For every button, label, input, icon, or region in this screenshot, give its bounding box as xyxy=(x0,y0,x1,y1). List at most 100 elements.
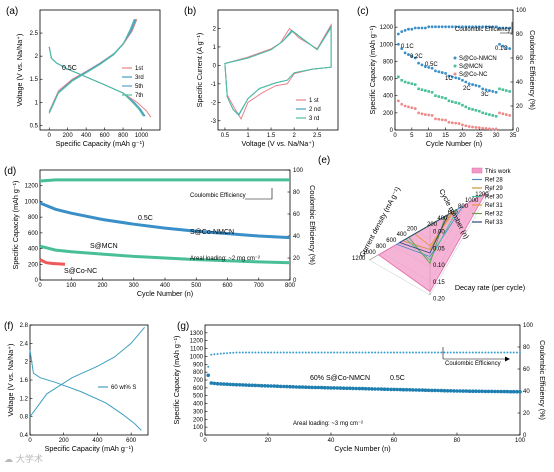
data-point xyxy=(339,351,342,354)
x-tick-label: 25 xyxy=(476,133,483,139)
data-point xyxy=(489,389,494,394)
data-point xyxy=(461,389,466,393)
data-point xyxy=(348,351,351,354)
data-point xyxy=(434,117,437,121)
x-tick-label: 1 xyxy=(246,133,250,139)
data-point xyxy=(498,111,501,115)
x-tick-label: 1.5 xyxy=(267,133,276,139)
data-point xyxy=(427,90,431,93)
data-point xyxy=(474,351,477,354)
ce-annotation: Coulombic Efficiency xyxy=(445,361,501,367)
data-point xyxy=(404,387,409,392)
data-point xyxy=(399,351,402,354)
data-point xyxy=(509,351,512,354)
legend-label: S@MCN xyxy=(459,64,483,70)
radar-tick-cycle: 400 xyxy=(437,216,448,222)
panel-letter: (g) xyxy=(177,321,189,332)
radar-tick-current: 800 xyxy=(376,244,387,250)
data-point xyxy=(231,382,236,387)
data-point xyxy=(511,389,516,394)
y2-tick-label: 80 xyxy=(523,345,530,351)
data-point xyxy=(452,389,456,393)
y-axis-label: Voltage (V vs. Na/Na⁺) xyxy=(6,344,15,417)
data-point xyxy=(360,386,365,391)
data-point xyxy=(471,25,474,29)
data-point xyxy=(363,386,368,391)
y2-axis-label: Coulombic Efficiency (%) xyxy=(528,30,537,110)
data-point xyxy=(413,83,417,86)
data-point xyxy=(464,389,469,393)
data-point xyxy=(427,25,431,29)
y2-tick-label: 60 xyxy=(523,367,530,373)
data-point xyxy=(212,381,217,386)
panel-letter: (e) xyxy=(318,155,330,166)
data-point xyxy=(505,389,510,394)
data-point xyxy=(434,25,437,29)
y-tick-label: 800 xyxy=(193,370,204,376)
charge-curve-7th xyxy=(48,19,135,114)
data-point xyxy=(370,387,374,391)
data-point xyxy=(440,25,444,29)
data-point xyxy=(444,118,447,122)
y-tick-label: 1100 xyxy=(190,347,204,353)
y2-axis-label: Coulombic Efficiency (%) xyxy=(538,340,547,420)
data-point xyxy=(415,351,418,354)
data-point xyxy=(229,351,232,354)
data-point xyxy=(451,100,454,104)
data-point xyxy=(506,351,509,354)
data-point xyxy=(266,384,270,388)
data-point xyxy=(437,351,440,354)
data-point xyxy=(481,351,484,354)
data-point xyxy=(439,388,444,393)
data-point xyxy=(467,82,471,86)
rate-annotation: 0.5C xyxy=(62,65,77,72)
data-point xyxy=(357,386,362,391)
data-point xyxy=(437,70,441,74)
legend-label: 2 nd xyxy=(309,107,321,113)
panel-a: 0 200 400 600 800 1000 0.5 1 1.5 2 2.5 Specific Cap… xyxy=(6,6,161,148)
data-point xyxy=(421,351,424,354)
data-point xyxy=(430,25,434,29)
radar-axis-label: Decay rate (per cycle) xyxy=(455,283,525,292)
data-point xyxy=(508,90,511,93)
y2-tick-label: 60 xyxy=(293,212,300,218)
data-point xyxy=(457,122,461,125)
data-point xyxy=(398,387,403,392)
data-point xyxy=(332,386,336,390)
y2-tick-label: 60 xyxy=(516,56,523,62)
data-point xyxy=(423,113,427,116)
x-tick-label: 500 xyxy=(191,283,202,289)
data-point xyxy=(263,351,266,354)
x-tick-label: 0 xyxy=(203,438,207,444)
data-point xyxy=(477,109,481,113)
data-point xyxy=(420,388,425,392)
legend-label: 5th xyxy=(135,84,143,90)
data-point xyxy=(272,384,277,388)
data-point xyxy=(256,383,261,388)
y-tick-label: 100 xyxy=(193,425,204,431)
data-point xyxy=(424,89,427,92)
data-point xyxy=(447,74,451,78)
data-point xyxy=(467,125,471,128)
legend-label: 7th xyxy=(135,93,143,99)
x-tick-label: 0.5 xyxy=(221,133,230,139)
data-point xyxy=(323,351,326,354)
x-tick-label: 600 xyxy=(222,283,233,289)
x-tick-label: 200 xyxy=(63,133,74,139)
data-point xyxy=(491,114,495,117)
y-axis-label: Specific Current (A g⁻¹) xyxy=(195,33,204,108)
y-axis-label: Voltage (V vs. Na/Na⁺) xyxy=(15,34,24,107)
data-point xyxy=(396,42,400,46)
x-tick-label: 1000 xyxy=(135,133,149,139)
y-tick-label: 0 xyxy=(200,433,204,439)
x-tick-label: 800 xyxy=(285,283,296,289)
y-tick-label: 700 xyxy=(193,378,204,384)
data-point xyxy=(397,75,400,79)
y-tick-label: 600 xyxy=(383,77,394,83)
data-point xyxy=(508,26,512,30)
x-tick-label: 80 xyxy=(454,438,461,444)
legend-label: Ref 30 xyxy=(485,195,503,201)
data-point xyxy=(420,63,424,67)
data-point xyxy=(464,124,468,128)
data-point xyxy=(395,387,399,392)
